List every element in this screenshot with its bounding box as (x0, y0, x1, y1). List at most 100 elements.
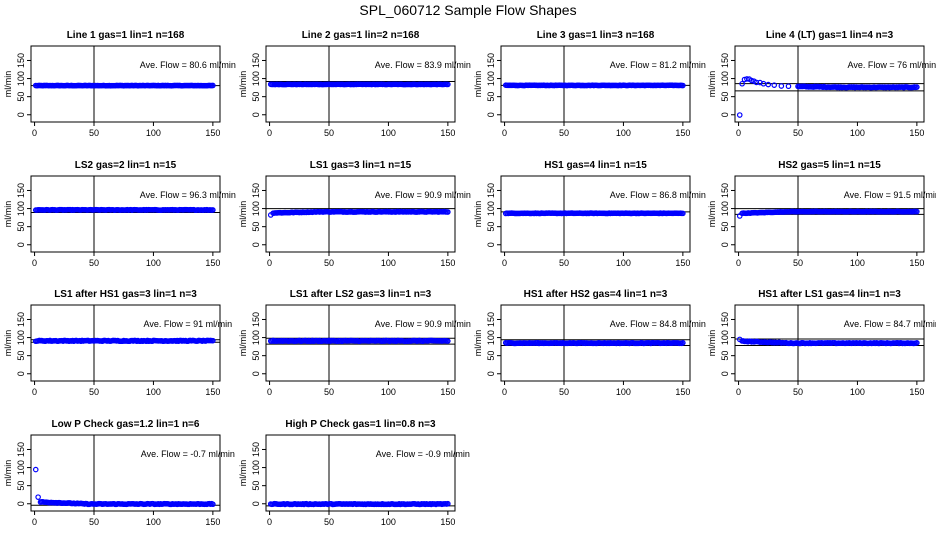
x-tick-label: 100 (146, 258, 161, 268)
x-tick-label: 50 (793, 128, 803, 138)
panel-title: Line 1 gas=1 lin=1 n=168 (67, 30, 185, 41)
x-tick-label: 0 (736, 387, 741, 397)
y-tick-label: 100 (720, 330, 730, 345)
panel-title: Line 4 (LT) gas=1 lin=4 n=3 (766, 30, 894, 41)
y-tick-label: 100 (251, 201, 261, 216)
chart-panel: High P Check gas=1 lin=0.8 n=3 0 50 100 150 0… (238, 419, 470, 527)
plot-frame (30, 45, 221, 123)
data-point (736, 112, 743, 118)
data-point (914, 340, 920, 346)
x-tick-label: 50 (89, 128, 99, 138)
chart-panel: LS1 after HS1 gas=3 lin=1 n=3 0 50 100 150 0 5… (3, 289, 232, 397)
panel-title: Line 3 gas=1 lin=3 n=168 (537, 30, 655, 41)
data-point (914, 84, 920, 90)
average-flow-annotation: Ave. Flow = -0.7 ml/min (141, 449, 235, 459)
x-tick-label: 150 (440, 258, 455, 268)
average-flow-annotation: Ave. Flow = 84.7 ml/min (844, 319, 936, 329)
data-point (680, 340, 686, 346)
average-flow-annotation: Ave. Flow = 96.3 ml/min (140, 190, 236, 200)
plot-frame (265, 175, 456, 253)
x-tick-label: 100 (616, 258, 631, 268)
panel-title: LS1 after LS2 gas=3 lin=1 n=3 (290, 289, 432, 300)
data-point (445, 209, 451, 215)
x-tick-label: 0 (267, 517, 272, 527)
data-point (210, 501, 216, 508)
y-tick-label: 50 (16, 351, 26, 361)
y-axis-label: ml/min (3, 71, 13, 98)
x-tick-label: 100 (616, 128, 631, 138)
y-axis-label: ml/min (707, 201, 717, 228)
plot-frame (30, 304, 221, 382)
average-flow-annotation: Ave. Flow = 83.9 ml/min (375, 60, 471, 70)
y-tick-label: 150 (486, 312, 496, 327)
y-tick-label: 50 (486, 351, 496, 361)
y-tick-label: 100 (16, 330, 26, 345)
average-flow-annotation: Ave. Flow = 90.9 ml/min (375, 319, 471, 329)
data-point (778, 83, 785, 89)
data-point (210, 82, 216, 89)
x-tick-label: 50 (324, 387, 334, 397)
x-tick-label: 0 (502, 387, 507, 397)
data-point (680, 82, 686, 89)
x-tick-label: 100 (850, 128, 865, 138)
y-axis-label: ml/min (238, 71, 248, 98)
data-point (744, 76, 750, 82)
y-tick-label: 50 (251, 92, 261, 102)
y-tick-label: 150 (16, 442, 26, 457)
average-flow-annotation: Ave. Flow = -0.9 ml/min (376, 449, 470, 459)
x-tick-label: 150 (440, 387, 455, 397)
y-tick-label: 150 (251, 183, 261, 198)
y-axis-label: ml/min (707, 330, 717, 357)
average-flow-annotation: Ave. Flow = 81.2 ml/min (610, 60, 706, 70)
y-axis-label: ml/min (473, 71, 483, 98)
x-tick-label: 150 (909, 258, 924, 268)
y-tick-label: 150 (16, 183, 26, 198)
plot-frame (500, 304, 691, 382)
x-tick-label: 100 (381, 258, 396, 268)
panel-title: HS2 gas=5 lin=1 n=15 (778, 160, 881, 171)
y-tick-label: 150 (251, 312, 261, 327)
y-tick-label: 0 (16, 112, 26, 117)
data-point (445, 81, 451, 88)
average-flow-annotation: Ave. Flow = 86.8 ml/min (610, 190, 706, 200)
plot-frame (500, 175, 691, 253)
panel-title: High P Check gas=1 lin=0.8 n=3 (285, 419, 436, 430)
average-flow-annotation: Ave. Flow = 91 ml/min (144, 319, 233, 329)
panel-title: LS1 after HS1 gas=3 lin=1 n=3 (54, 289, 197, 300)
y-tick-label: 150 (16, 53, 26, 68)
x-tick-label: 150 (440, 128, 455, 138)
y-tick-label: 150 (720, 183, 730, 198)
data-point (748, 77, 755, 84)
page-title: SPL_060712 Sample Flow Shapes (359, 2, 577, 18)
y-tick-label: 0 (251, 371, 261, 376)
x-tick-label: 50 (89, 258, 99, 268)
chart-panel: Line 1 gas=1 lin=1 n=168 0 50 100 150 0 50 100 1… (3, 30, 236, 138)
chart-panel: LS1 gas=3 lin=1 n=150 50 100 150050100150ml… (238, 160, 471, 268)
x-tick-label: 150 (909, 128, 924, 138)
x-tick-label: 100 (146, 128, 161, 138)
x-tick-label: 0 (502, 258, 507, 268)
y-tick-label: 50 (16, 481, 26, 491)
average-flow-annotation: Ave. Flow = 76 ml/min (848, 60, 936, 70)
data-point (32, 466, 39, 473)
panel-title: HS1 gas=4 lin=1 n=15 (544, 160, 647, 171)
y-tick-label: 150 (720, 53, 730, 68)
y-tick-label: 150 (720, 312, 730, 327)
x-tick-label: 100 (850, 387, 865, 397)
y-tick-label: 150 (16, 312, 26, 327)
y-tick-label: 100 (486, 201, 496, 216)
y-tick-label: 100 (486, 330, 496, 345)
panel-title: Line 2 gas=1 lin=2 n=168 (302, 30, 420, 41)
y-tick-label: 150 (486, 183, 496, 198)
y-tick-label: 0 (486, 112, 496, 117)
data-point (914, 208, 920, 215)
y-tick-label: 50 (251, 481, 261, 491)
y-axis-label: ml/min (3, 201, 13, 228)
data-point (785, 83, 792, 90)
y-tick-label: 0 (720, 112, 730, 117)
plot-frame (265, 434, 456, 512)
x-tick-label: 150 (909, 387, 924, 397)
chart-panel: Line 4 (LT) gas=1 lin=4 n=3 0 50 100 150 0 50 1… (707, 30, 936, 138)
y-axis-label: ml/min (707, 71, 717, 98)
